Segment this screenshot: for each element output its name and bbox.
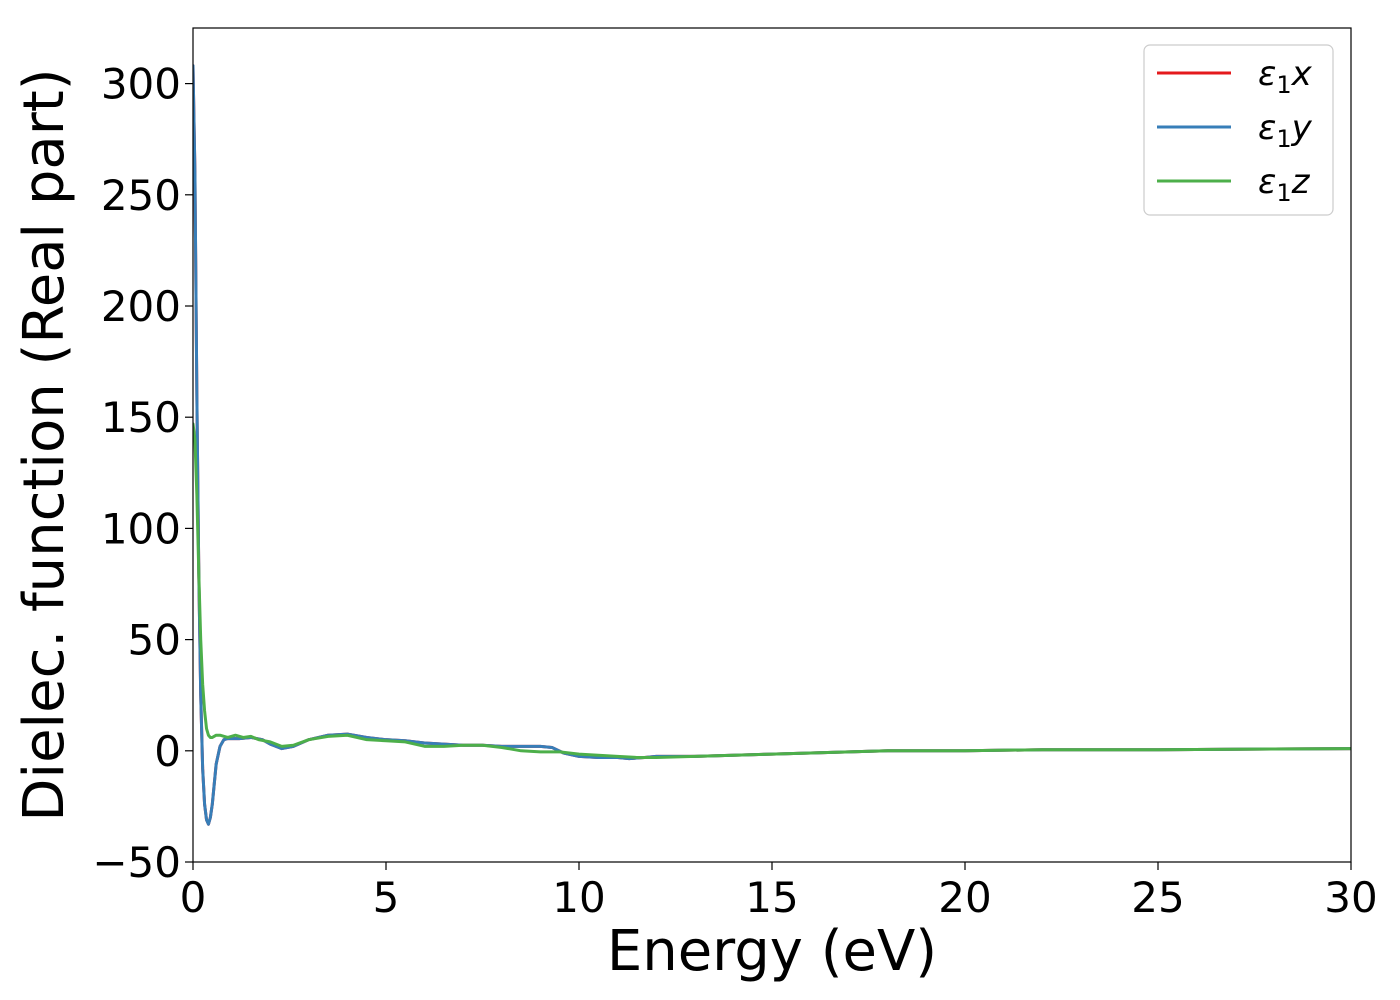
y-tick-label: 200 (101, 282, 181, 331)
plot-lines (193, 64, 1351, 826)
x-tick-label: 10 (552, 873, 605, 922)
y-tick-label: 100 (101, 504, 181, 553)
legend-label-y: ε1y (1258, 108, 1313, 153)
legend-frame (1143, 44, 1334, 216)
x-tick-label: 20 (938, 873, 991, 922)
legend-label-z: ε1z (1258, 162, 1311, 207)
legend-items: ε1x ε1y ε1z (1157, 54, 1313, 207)
series-line-z (193, 422, 1351, 759)
y-tick-label: 150 (101, 393, 181, 442)
y-tick-label: 0 (154, 727, 181, 776)
y-tick-label: −50 (92, 838, 181, 887)
y-axis-label: Dielec. function (Real part) (12, 68, 77, 821)
legend: ε1x ε1y ε1z (1143, 44, 1334, 216)
x-tick-label: 5 (373, 873, 400, 922)
y-tick-label: 50 (128, 616, 181, 665)
y-tick-label: 250 (101, 171, 181, 220)
x-tick-label: 30 (1324, 873, 1377, 922)
y-axis-ticks: −50 0 50 100 150 200 250 300 (92, 60, 193, 887)
y-tick-label: 300 (101, 60, 181, 109)
x-axis-ticks: 0 5 10 15 20 25 30 (180, 862, 1378, 922)
x-tick-label: 25 (1131, 873, 1184, 922)
x-axis-label: Energy (eV) (607, 919, 937, 984)
x-tick-label: 15 (745, 873, 798, 922)
x-tick-label: 0 (180, 873, 207, 922)
legend-label-x: ε1x (1258, 54, 1313, 99)
